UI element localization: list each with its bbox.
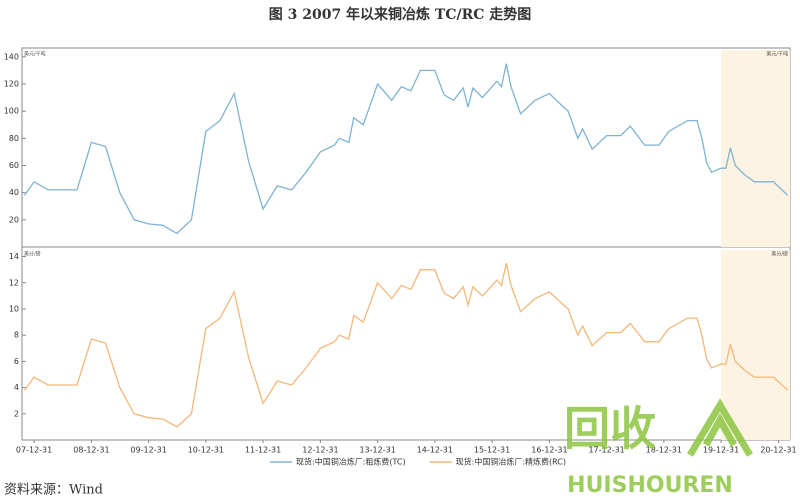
watermark-logo bbox=[686, 398, 754, 457]
x-tick-label: 20-12-31 bbox=[760, 446, 796, 455]
watermark-mark: 回收 bbox=[564, 402, 656, 456]
y-tick-label: 100 bbox=[4, 107, 19, 116]
x-tick-label: 12-12-31 bbox=[302, 446, 338, 455]
y-tick-label: 8 bbox=[14, 331, 19, 340]
y-unit-left: 美元/干吨 bbox=[24, 51, 46, 58]
shaded-range bbox=[721, 250, 790, 440]
x-tick-label: 09-12-31 bbox=[130, 446, 166, 455]
watermark-text: HUISHOUREN bbox=[567, 473, 733, 498]
x-tick-label: 11-12-31 bbox=[245, 446, 281, 455]
x-tick-label: 16-12-31 bbox=[531, 446, 567, 455]
chart-title: 图 3 2007 年以来铜冶炼 TC/RC 走势图 bbox=[269, 6, 532, 23]
y-tick-label: 12 bbox=[9, 278, 19, 287]
x-tick-label: 19-12-31 bbox=[703, 446, 739, 455]
shaded-range bbox=[721, 50, 790, 247]
y-tick-label: 120 bbox=[4, 79, 19, 88]
y-tick-label: 20 bbox=[9, 215, 19, 224]
x-tick-label: 15-12-31 bbox=[474, 446, 510, 455]
data-line bbox=[23, 63, 789, 235]
y-tick-label: 10 bbox=[9, 304, 19, 313]
legend-label: 现货:中国铜冶炼厂:粗炼费(TC) bbox=[296, 457, 406, 467]
y-tick-label: 4 bbox=[14, 383, 19, 392]
x-tick-label: 08-12-31 bbox=[73, 446, 109, 455]
y-tick-label: 14 bbox=[9, 252, 19, 261]
legend-label: 现货:中国铜冶炼厂:精炼费(RC) bbox=[456, 457, 566, 467]
y-tick-label: 60 bbox=[9, 161, 19, 170]
x-tick-label: 14-12-31 bbox=[417, 446, 453, 455]
x-tick-label: 17-12-31 bbox=[588, 446, 624, 455]
x-tick-label: 13-12-31 bbox=[359, 446, 395, 455]
x-tick-label: 18-12-31 bbox=[646, 446, 682, 455]
y-tick-label: 2 bbox=[14, 409, 19, 418]
y-tick-label: 140 bbox=[4, 52, 19, 61]
y-tick-label: 40 bbox=[9, 188, 19, 197]
data-line bbox=[23, 262, 789, 428]
y-tick-label: 80 bbox=[9, 134, 19, 143]
y-unit-left: 美分/磅 bbox=[24, 251, 41, 258]
y-unit-right: 美元/干吨 bbox=[766, 51, 788, 58]
x-tick-label: 07-12-31 bbox=[16, 446, 52, 455]
y-tick-label: 6 bbox=[14, 357, 19, 366]
watermark: 回收 HUISHOUREN bbox=[564, 398, 754, 498]
plot-frame bbox=[21, 47, 791, 441]
source-note: 资料来源：Wind bbox=[4, 483, 103, 498]
y-unit-right: 美分/磅 bbox=[771, 251, 788, 258]
x-tick-label: 10-12-31 bbox=[188, 446, 224, 455]
